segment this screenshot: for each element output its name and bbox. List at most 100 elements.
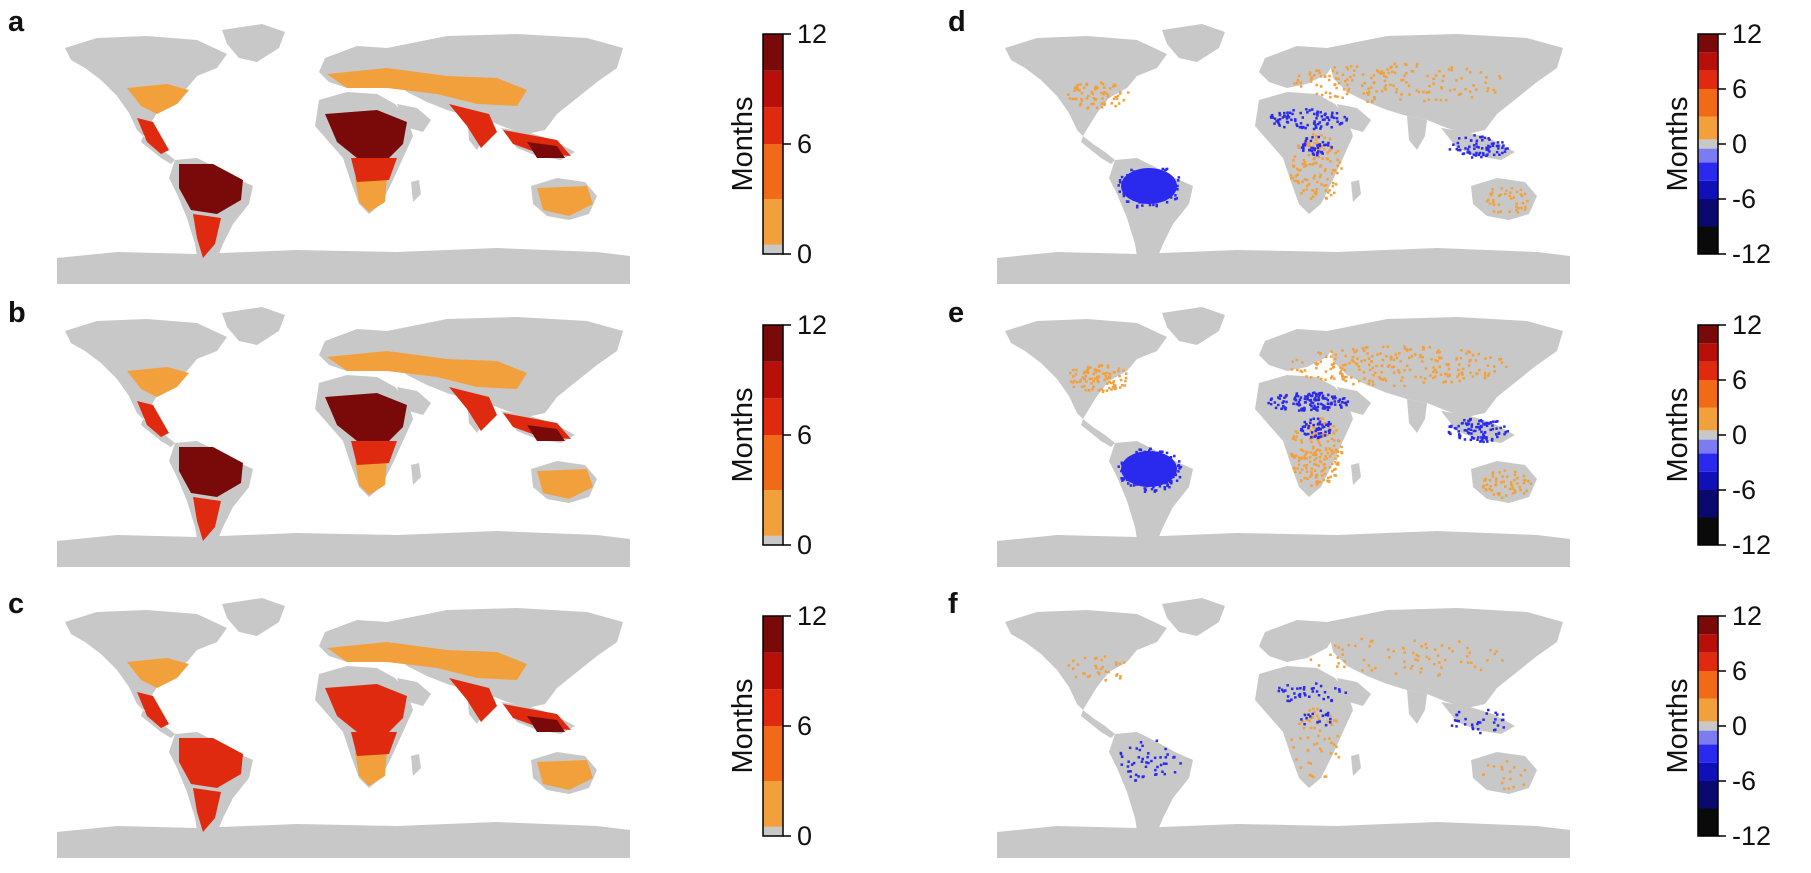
hazard-darkred-amazon [179, 164, 243, 214]
continent-asia [1327, 317, 1563, 417]
continent-greenland [1162, 307, 1225, 345]
continent-asia [1327, 34, 1563, 134]
continent-africa [1255, 92, 1353, 214]
hazard-orange-eurasia [327, 642, 527, 680]
colorbar-band-1 [763, 199, 783, 245]
panel-label-a: a [8, 6, 25, 38]
hazard-red-southasia [449, 678, 497, 722]
world-map-b [57, 307, 630, 567]
colorbar-band-8 [1698, 70, 1718, 89]
change-blue-seasia [1448, 134, 1509, 159]
colorbar-band-4 [1698, 439, 1718, 454]
colorbar-c: 12 6 0 Months [727, 602, 827, 851]
continent-europe [1259, 46, 1337, 88]
colorbar-tick-label: 0 [1732, 711, 1747, 741]
change-orange-australia [1485, 187, 1529, 214]
hazard-darkred-amazon [179, 738, 243, 788]
hazard-red-centralamerica [137, 118, 169, 154]
world-map-d [997, 24, 1570, 284]
colorbar-band-5 [763, 325, 783, 362]
colorbar-e: 12 6 0 -6 -12 Months [1662, 311, 1771, 560]
continent-india [1407, 399, 1427, 433]
colorbar-tick-label: 0 [1732, 129, 1747, 159]
colorbar-tick-label: 0 [1732, 420, 1747, 450]
colorbar-tick-label: -12 [1732, 239, 1771, 269]
colorbar-tick-label: 6 [1732, 365, 1747, 395]
continent-arabia [1337, 104, 1371, 132]
colorbar-band-5 [763, 616, 783, 653]
colorbar-band-5 [1698, 139, 1718, 149]
colorbar-tick-label: 12 [797, 602, 827, 631]
colorbar-title: Months [727, 96, 759, 191]
continent-arabia [397, 678, 431, 706]
change-orange-eurasia [1293, 62, 1502, 103]
hazard-red-southamerica-south [193, 497, 221, 541]
colorbar-band-4 [763, 652, 783, 690]
colorbar-tick-label: -6 [1732, 184, 1756, 214]
change-orange-eurasia [1290, 345, 1508, 388]
colorbar-title: Months [1662, 96, 1694, 191]
change-orange-northamerica [1066, 81, 1130, 110]
continent-greenland [1162, 598, 1225, 636]
continent-europe [1259, 620, 1337, 662]
colorbar-tick-label: 6 [797, 129, 812, 159]
change-orange-africa [1290, 417, 1344, 488]
change-blue-sahel [1269, 108, 1349, 131]
colorbar-a: 12 6 0 Months [727, 20, 827, 269]
land-masses [997, 598, 1570, 858]
hazard-red-centralamerica [137, 401, 169, 437]
colorbar-band-6 [1698, 407, 1718, 431]
colorbar-band-1 [1698, 199, 1718, 227]
colorbar-f: 12 6 0 -6 -12 Months [1662, 602, 1771, 851]
hazard-orange-northamerica [127, 658, 189, 688]
panel-f: f 12 6 0 -6 -12 Months [940, 582, 1811, 873]
continent-antarctica [997, 531, 1570, 567]
colorbar-band-10 [1698, 34, 1718, 53]
colorbar-band-1 [1698, 781, 1718, 809]
panel-label-d: d [948, 6, 966, 38]
change-blue-congo [1300, 135, 1333, 157]
colorbar-tick-label: 6 [1732, 74, 1747, 104]
change-blue-sahel [1267, 391, 1350, 412]
colorbar-band-5 [763, 34, 783, 71]
change-blue-amazon [1117, 167, 1181, 209]
panel-b: b 12 6 0 Months [0, 291, 905, 582]
change-orange-eurasia [1309, 637, 1504, 677]
hazard-red-africa-south [351, 732, 397, 756]
continent-africa [1255, 666, 1353, 788]
world-map-a [57, 24, 630, 284]
hazard-red-southamerica-south [193, 214, 221, 258]
colorbar-band-0 [763, 826, 783, 836]
change-orange-northamerica [1067, 655, 1126, 682]
continent-madagascar [411, 463, 421, 485]
hazard-orange-northamerica [127, 367, 189, 397]
colorbar-title: Months [727, 678, 759, 773]
continent-southAmerica [1109, 732, 1193, 854]
panel-label-c: c [8, 588, 25, 620]
colorbar-band-0 [763, 535, 783, 545]
hazard-orange-eurasia [327, 68, 527, 106]
colorbar-band-0 [763, 244, 783, 254]
change-orange-northamerica [1069, 364, 1128, 394]
colorbar-band-2 [1698, 471, 1718, 490]
hazard-red-southasia [449, 104, 497, 148]
colorbar-band-3 [763, 398, 783, 435]
continent-northAmerica [65, 36, 227, 136]
colorbar-tick-label: 12 [797, 20, 827, 49]
hazard-red-southamerica-south [193, 788, 221, 832]
colorbar-band-2 [1698, 762, 1718, 781]
hazard-red-centralamerica [137, 692, 169, 728]
colorbar-band-3 [1698, 162, 1718, 181]
continent-centralAmerica [1081, 136, 1115, 164]
panel-label-b: b [8, 297, 26, 329]
colorbar-band-3 [1698, 453, 1718, 472]
hazard-darkred-amazon [179, 447, 243, 497]
continent-india [1407, 690, 1427, 724]
hazard-red-southasia [449, 387, 497, 431]
hazard-darkred-indonesia [527, 425, 565, 441]
colorbar-band-9 [1698, 634, 1718, 653]
hazard-orange-northamerica [127, 84, 189, 114]
continent-greenland [222, 307, 285, 345]
change-blue-seasia [1447, 417, 1509, 444]
colorbar-band-3 [1698, 744, 1718, 763]
